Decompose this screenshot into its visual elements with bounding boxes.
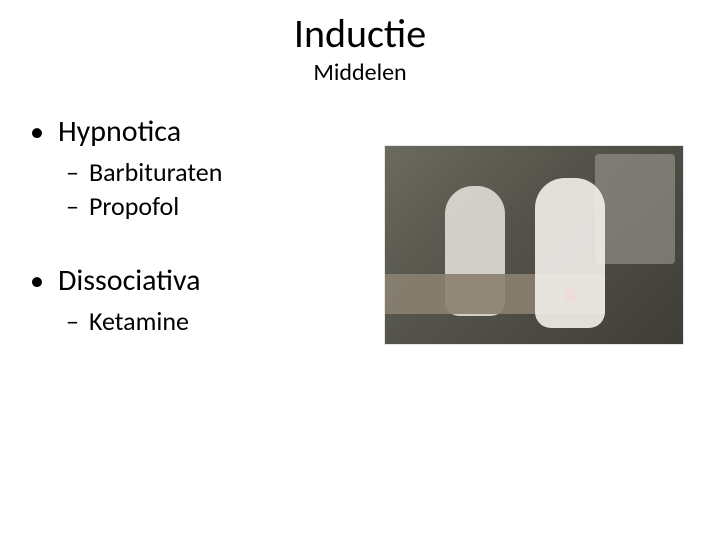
list-item: – Barbituraten — [66, 156, 373, 188]
list-item: • Hypnotica – Barbituraten – Propofol — [36, 113, 373, 222]
slide-title: Inductie — [36, 12, 684, 56]
sub-bullet-label: Ketamine — [89, 305, 189, 337]
list-item: – Propofol — [66, 190, 373, 222]
sub-list: – Barbituraten – Propofol — [66, 156, 373, 222]
title-block: Inductie Middelen — [36, 12, 684, 87]
text-column: • Hypnotica – Barbituraten – Propofol — [36, 113, 373, 377]
sub-bullet-label: Propofol — [89, 190, 179, 222]
bullet-label: Hypnotica — [58, 113, 181, 150]
bullet-list: • Hypnotica – Barbituraten – Propofol — [36, 113, 373, 337]
photo-shape — [385, 274, 605, 314]
dash-icon: – — [66, 156, 79, 188]
sub-bullet-label: Barbituraten — [89, 156, 222, 188]
photo-shape — [595, 154, 675, 264]
slide-photo — [384, 145, 684, 345]
dash-icon: – — [66, 190, 79, 222]
bullet-row: • Dissociativa — [36, 262, 373, 299]
bullet-label: Dissociativa — [58, 262, 201, 299]
slide-subtitle: Middelen — [36, 58, 684, 87]
bullet-icon: • — [30, 118, 44, 146]
dash-icon: – — [66, 305, 79, 337]
list-item: – Ketamine — [66, 305, 373, 337]
bullet-icon: • — [30, 267, 44, 295]
image-column — [373, 113, 684, 377]
slide: Inductie Middelen • Hypnotica – Barbitur… — [0, 0, 720, 540]
photo-shape — [563, 288, 577, 302]
sub-list: – Ketamine — [66, 305, 373, 337]
bullet-row: • Hypnotica — [36, 113, 373, 150]
list-item: • Dissociativa – Ketamine — [36, 262, 373, 337]
content-area: • Hypnotica – Barbituraten – Propofol — [36, 113, 684, 377]
